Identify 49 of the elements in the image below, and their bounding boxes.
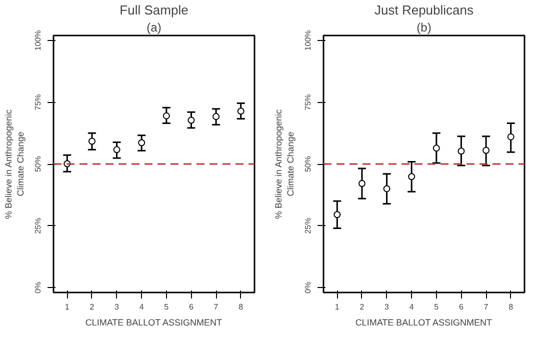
y-tick-label: 0% (34, 282, 42, 294)
x-tick-label: 2 (90, 302, 95, 312)
point (482, 146, 490, 154)
point (113, 146, 120, 154)
chart-title: Just Republicans (374, 2, 474, 18)
x-axis-title: CLIMATE BALLOT ASSIGNMENT (355, 318, 493, 328)
y-tick-label: 100% (34, 30, 42, 51)
y-tick-label: 50% (34, 156, 42, 172)
point (237, 108, 244, 115)
x-tick-label: 3 (384, 302, 390, 312)
x-tick-label: 7 (484, 302, 489, 312)
y-tick-label: 100% (304, 30, 312, 51)
point (162, 112, 170, 120)
point (432, 144, 440, 152)
point (138, 139, 146, 146)
x-tick-label: 6 (459, 302, 464, 312)
point (358, 180, 366, 188)
x-tick-label: 8 (238, 302, 244, 312)
chart-subtitle: (b) (416, 20, 432, 34)
x-tick-label: 8 (508, 302, 514, 312)
y-tick-label: 25% (304, 218, 312, 234)
x-tick-label: 3 (114, 302, 120, 312)
point (88, 138, 96, 145)
y-tick-label: 25% (34, 218, 42, 234)
chart-subtitle: (a) (146, 20, 162, 34)
x-tick-label: 1 (64, 302, 70, 312)
point (458, 148, 465, 155)
x-tick-label: 6 (189, 302, 194, 312)
x-tick-label: 2 (360, 302, 365, 312)
point (408, 173, 416, 180)
x-axis-title: CLIMATE BALLOT ASSIGNMENT (85, 318, 223, 328)
point (383, 185, 390, 192)
x-tick-label: 7 (214, 302, 219, 312)
point (507, 133, 514, 140)
y-tick-label: 75% (304, 94, 312, 110)
y-tick-label: 75% (34, 94, 42, 110)
point (334, 211, 341, 218)
point (212, 113, 220, 120)
x-tick-label: 5 (434, 302, 440, 312)
x-tick-label: 1 (334, 302, 340, 312)
y-tick-label: 50% (304, 156, 312, 172)
chart-title: Full Sample (120, 2, 188, 18)
x-tick-label: 4 (139, 302, 144, 312)
x-tick-label: 5 (164, 302, 170, 312)
x-tick-label: 4 (409, 302, 414, 312)
y-tick-label: 0% (304, 282, 312, 294)
y-axis-title: % Believe in Anthropogenic Climate Change (274, 108, 296, 220)
y-axis-title: % Believe in Anthropogenic Climate Change (4, 108, 26, 220)
point (188, 116, 195, 124)
